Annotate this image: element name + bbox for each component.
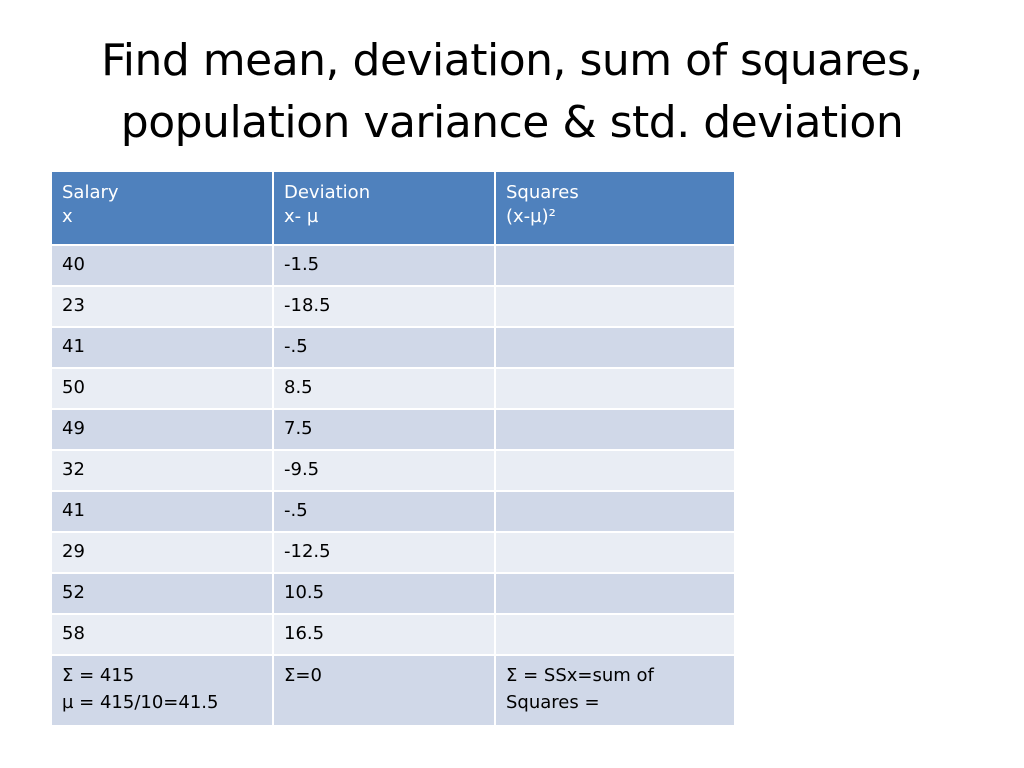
statistics-table: Salary x Deviation x- µ Squares (x-µ)² 4… bbox=[50, 170, 736, 727]
deviation-cell: -1.5 bbox=[272, 244, 496, 287]
square-cell bbox=[494, 613, 736, 656]
sum-of-squares-label-1: Σ = SSx=sum of bbox=[506, 665, 654, 686]
salary-cell: 40 bbox=[50, 244, 274, 287]
table-row: 23 -18.5 bbox=[50, 285, 736, 328]
deviation-cell: -.5 bbox=[272, 490, 496, 533]
table-row: 58 16.5 bbox=[50, 613, 736, 656]
salary-cell: 41 bbox=[50, 490, 274, 533]
header-deviation: Deviation x- µ bbox=[272, 170, 496, 246]
sum-of-squares-label-2: Squares = bbox=[506, 692, 600, 713]
deviation-cell: 10.5 bbox=[272, 572, 496, 615]
deviation-cell: -9.5 bbox=[272, 449, 496, 492]
table-row: 29 -12.5 bbox=[50, 531, 736, 574]
slide-title-line-1: Find mean, deviation, sum of squares, bbox=[101, 35, 923, 86]
table-row: 32 -9.5 bbox=[50, 449, 736, 492]
table-row: 41 -.5 bbox=[50, 326, 736, 369]
table-row: 50 8.5 bbox=[50, 367, 736, 410]
salary-cell: 58 bbox=[50, 613, 274, 656]
table-row: 41 -.5 bbox=[50, 490, 736, 533]
table-header-row: Salary x Deviation x- µ Squares (x-µ)² bbox=[50, 170, 736, 246]
deviation-cell: -12.5 bbox=[272, 531, 496, 574]
square-cell bbox=[494, 326, 736, 369]
slide-title: Find mean, deviation, sum of squares, po… bbox=[40, 30, 984, 154]
deviation-cell: -.5 bbox=[272, 326, 496, 369]
table-row: 49 7.5 bbox=[50, 408, 736, 451]
salary-cell: 52 bbox=[50, 572, 274, 615]
summary-squares-cell: Σ = SSx=sum of Squares = bbox=[494, 654, 736, 727]
square-cell bbox=[494, 531, 736, 574]
salary-cell: 23 bbox=[50, 285, 274, 328]
header-salary-label: Salary bbox=[62, 182, 119, 203]
header-salary: Salary x bbox=[50, 170, 274, 246]
header-squares-label: Squares bbox=[506, 182, 579, 203]
square-cell bbox=[494, 408, 736, 451]
summary-salary-cell: Σ = 415 µ = 415/10=41.5 bbox=[50, 654, 274, 727]
deviation-cell: -18.5 bbox=[272, 285, 496, 328]
square-cell bbox=[494, 367, 736, 410]
mean-formula: µ = 415/10=41.5 bbox=[62, 692, 219, 713]
salary-cell: 41 bbox=[50, 326, 274, 369]
sum-of-x: Σ = 415 bbox=[62, 665, 135, 686]
header-squares-formula: (x-µ)² bbox=[506, 206, 556, 227]
slide-title-line-2: population variance & std. deviation bbox=[120, 97, 904, 148]
square-cell bbox=[494, 244, 736, 287]
salary-cell: 50 bbox=[50, 367, 274, 410]
square-cell bbox=[494, 572, 736, 615]
header-salary-symbol: x bbox=[62, 206, 73, 227]
table-row: 40 -1.5 bbox=[50, 244, 736, 287]
header-squares: Squares (x-µ)² bbox=[494, 170, 736, 246]
deviation-cell: 8.5 bbox=[272, 367, 496, 410]
salary-cell: 29 bbox=[50, 531, 274, 574]
summary-deviation-cell: Σ=0 bbox=[272, 654, 496, 727]
sum-of-deviations: Σ=0 bbox=[284, 665, 322, 686]
square-cell bbox=[494, 449, 736, 492]
salary-cell: 32 bbox=[50, 449, 274, 492]
table-row: 52 10.5 bbox=[50, 572, 736, 615]
header-deviation-label: Deviation bbox=[284, 182, 371, 203]
square-cell bbox=[494, 285, 736, 328]
deviation-cell: 7.5 bbox=[272, 408, 496, 451]
square-cell bbox=[494, 490, 736, 533]
header-deviation-formula: x- µ bbox=[284, 206, 319, 227]
salary-cell: 49 bbox=[50, 408, 274, 451]
summary-row: Σ = 415 µ = 415/10=41.5 Σ=0 Σ = SSx=sum … bbox=[50, 654, 736, 727]
deviation-cell: 16.5 bbox=[272, 613, 496, 656]
